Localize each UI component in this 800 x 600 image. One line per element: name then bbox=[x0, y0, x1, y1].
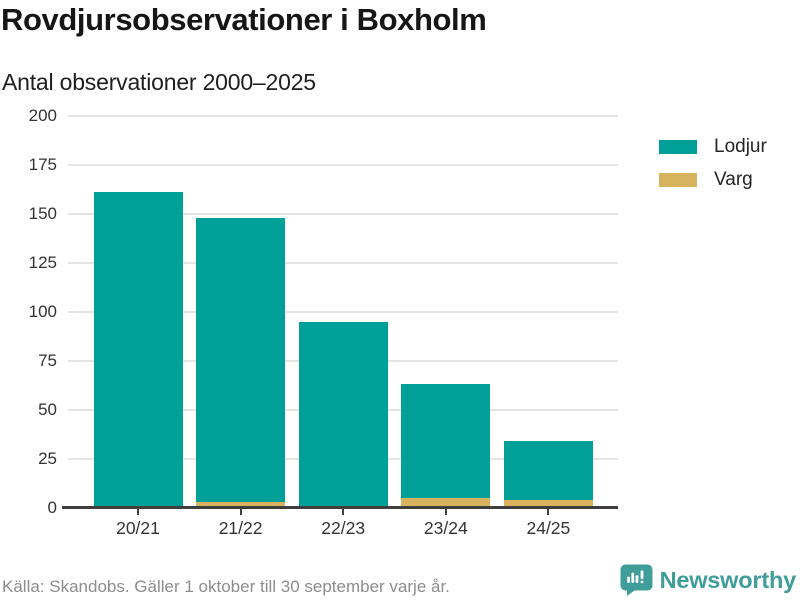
x-axis-tick-label: 24/25 bbox=[526, 517, 571, 538]
bar-segment-varg-24/25 bbox=[503, 499, 593, 508]
gridline bbox=[68, 261, 618, 264]
x-axis-line bbox=[62, 506, 618, 510]
bar-segment-lodjur-22/23 bbox=[298, 321, 388, 508]
bar-segment-lodjur-24/25 bbox=[503, 441, 593, 500]
x-axis-tick-label: 20/21 bbox=[116, 517, 160, 538]
legend-swatch-lodjur bbox=[659, 140, 697, 154]
x-axis-tick bbox=[342, 509, 345, 516]
legend-label-varg: Varg bbox=[714, 169, 753, 190]
bar-segment-lodjur-21/22 bbox=[196, 217, 286, 502]
gridline bbox=[68, 115, 618, 117]
newsworthy-logo: Newsworthy bbox=[620, 564, 796, 596]
y-axis-tick-label: 150 bbox=[28, 203, 57, 223]
gridline bbox=[68, 310, 618, 313]
bar-segment-lodjur-20/21 bbox=[93, 192, 183, 508]
legend-item-varg: Varg bbox=[659, 169, 767, 191]
x-axis-tick-label: 23/24 bbox=[423, 517, 468, 538]
y-axis-tick-label: 0 bbox=[47, 497, 57, 517]
source-note: Källa: Skandobs. Gäller 1 oktober till 3… bbox=[2, 577, 450, 596]
y-axis-tick-label: 100 bbox=[28, 301, 57, 321]
bar-segment-varg-23/24 bbox=[401, 497, 491, 508]
y-axis-tick-label: 50 bbox=[38, 399, 57, 419]
y-axis-tick-label: 75 bbox=[38, 350, 57, 370]
bar-segment-varg-21/22 bbox=[196, 501, 286, 508]
x-axis-tick bbox=[137, 509, 139, 516]
chart-subtitle: Antal observationer 2000–2025 bbox=[2, 69, 316, 95]
newsworthy-wordmark: Newsworthy bbox=[659, 566, 797, 593]
x-axis-tick-label: 22/23 bbox=[321, 517, 366, 538]
gridline bbox=[68, 212, 618, 215]
legend-label-lodjur: Lodjur bbox=[714, 136, 767, 157]
x-axis-tick bbox=[444, 509, 447, 516]
legend-swatch-varg bbox=[659, 173, 697, 187]
bar-segment-lodjur-23/24 bbox=[401, 384, 491, 498]
legend: Lodjur Varg bbox=[659, 136, 767, 191]
chart-title: Rovdjursobservationer i Boxholm bbox=[1, 2, 487, 37]
y-axis-tick-label: 25 bbox=[38, 448, 57, 468]
legend-item-lodjur: Lodjur bbox=[659, 136, 767, 158]
gridline bbox=[68, 163, 618, 166]
y-axis-tick-label: 125 bbox=[28, 252, 57, 272]
x-axis-tick-label: 21/22 bbox=[218, 517, 263, 538]
y-axis-tick-label: 175 bbox=[28, 154, 57, 174]
x-axis-tick bbox=[239, 509, 242, 516]
newsworthy-bubble-chart-icon bbox=[620, 564, 653, 596]
y-axis-tick-label: 200 bbox=[28, 106, 57, 125]
x-axis-tick bbox=[547, 509, 550, 516]
